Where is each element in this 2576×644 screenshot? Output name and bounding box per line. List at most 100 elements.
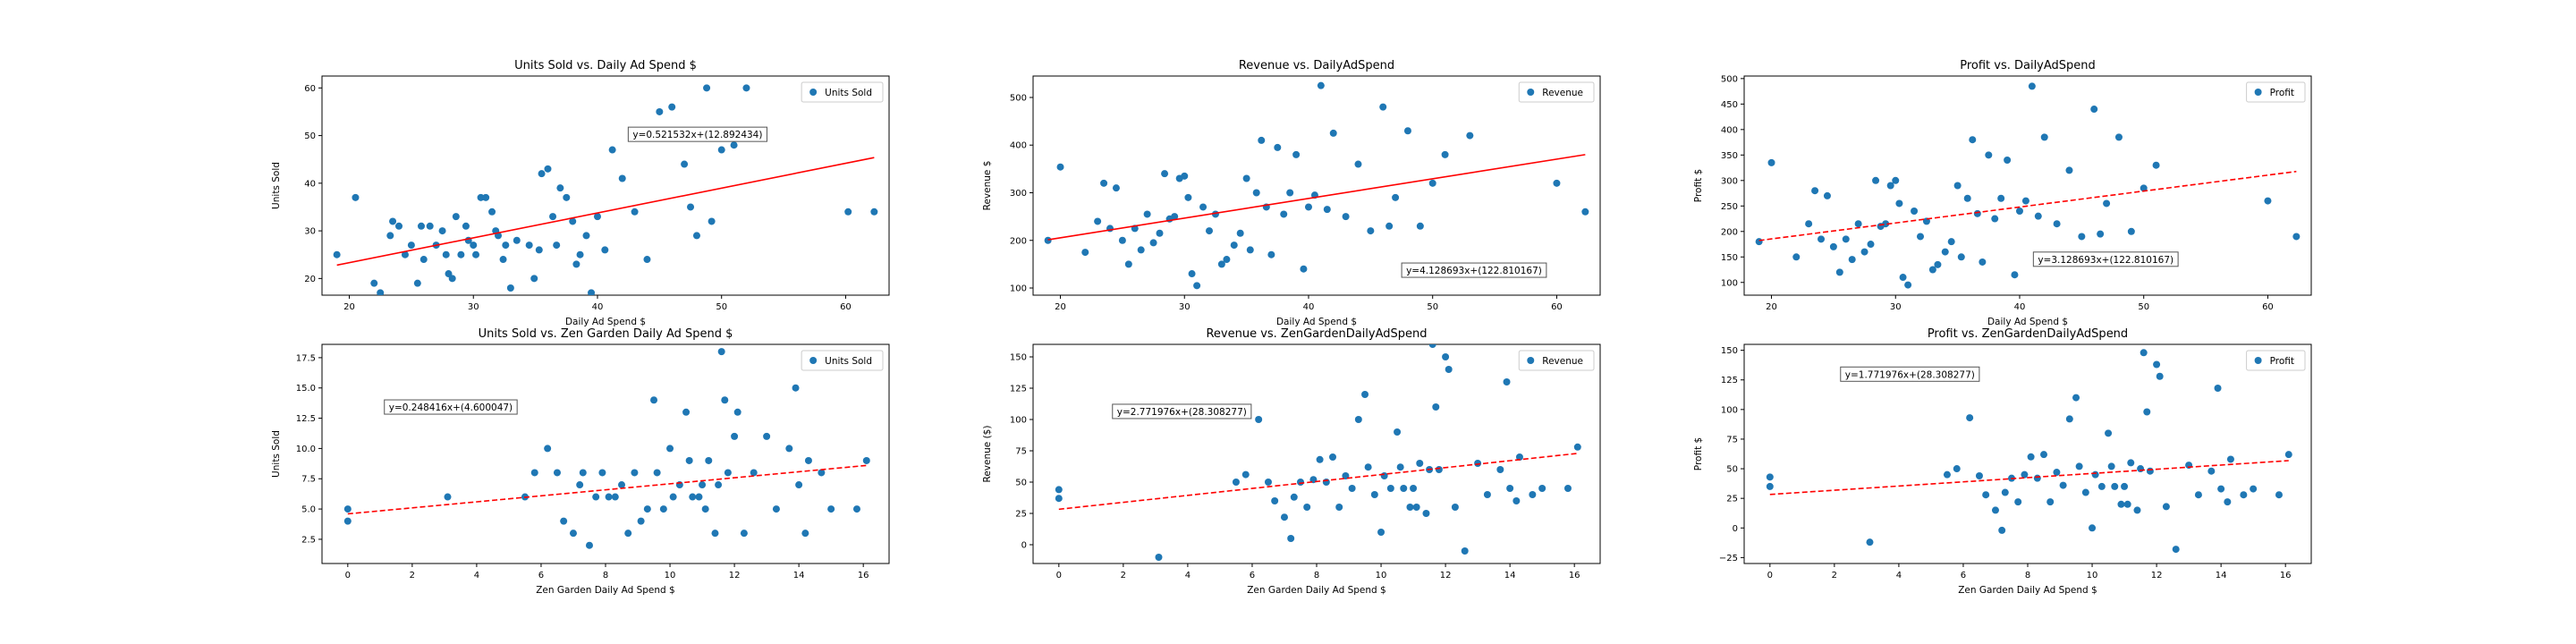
y-tick-label: 25 [1015, 510, 1027, 520]
x-tick-label: 14 [2216, 571, 2227, 580]
plot-area [1055, 344, 1581, 561]
data-point [2226, 455, 2234, 463]
data-point [1379, 103, 1387, 111]
x-tick-label: 20 [1055, 302, 1066, 312]
data-point [2091, 470, 2099, 479]
data-point [1322, 479, 1330, 486]
data-point [576, 250, 584, 258]
data-point [1872, 176, 1880, 184]
legend-box [2246, 81, 2306, 103]
equation-annotation: y=2.771976x+(28.308277) [1112, 403, 1252, 419]
data-point [1241, 470, 1250, 479]
data-point [643, 505, 651, 513]
data-point [1252, 189, 1260, 197]
data-point [1934, 260, 1942, 268]
x-axis-label: Zen Garden Daily Ad Spend $ [536, 585, 675, 596]
data-point [444, 493, 452, 501]
data-point [1513, 497, 1521, 504]
plot-area [1044, 81, 1589, 290]
x-tick-label: 16 [858, 571, 869, 580]
data-point [763, 432, 771, 440]
data-point [1979, 258, 1987, 266]
x-tick-label: 14 [793, 571, 805, 580]
data-point [1100, 179, 1108, 187]
data-point [1377, 529, 1385, 536]
data-point [685, 456, 693, 464]
data-point [705, 456, 713, 464]
x-tick-label: 2 [1121, 571, 1126, 580]
y-tick-label: 50 [304, 131, 316, 141]
legend-label: Revenue [1542, 356, 1583, 367]
data-point [1055, 495, 1063, 503]
data-point [1303, 504, 1311, 511]
y-tick-label: 40 [304, 179, 316, 189]
data-point [530, 275, 538, 283]
plot-area [1766, 349, 2292, 554]
data-point [549, 213, 557, 221]
data-point [1236, 229, 1244, 237]
data-point [1400, 485, 1408, 492]
data-point [1882, 220, 1890, 228]
data-point [2103, 199, 2111, 208]
data-point [386, 232, 394, 240]
data-point [1867, 241, 1875, 249]
data-point [1242, 174, 1250, 182]
data-point [818, 469, 826, 477]
data-point [2162, 503, 2170, 511]
data-point [1973, 209, 1981, 217]
legend: Profit [2246, 350, 2306, 371]
data-point [1515, 453, 1523, 461]
data-point [1928, 266, 1936, 274]
data-point [1255, 416, 1263, 423]
x-axis-label: Daily Ad Spend $ [1276, 317, 1357, 327]
data-point [827, 505, 835, 513]
data-point [2224, 498, 2232, 506]
data-point [569, 217, 577, 225]
data-point [569, 530, 577, 538]
data-point [1496, 466, 1504, 473]
x-tick-label: 40 [592, 302, 604, 312]
data-point [2240, 491, 2248, 499]
chart-panel-4: Units Sold vs. Zen Garden Daily Ad Spend… [271, 327, 890, 596]
data-point [343, 505, 352, 513]
y-tick-label: 400 [1721, 125, 1738, 135]
data-point [1199, 203, 1208, 211]
data-point [470, 242, 478, 250]
data-point [2111, 482, 2119, 490]
plot-area [343, 348, 870, 549]
data-point [2075, 462, 2083, 470]
data-point [482, 193, 490, 201]
y-tick-label: 7.5 [301, 475, 316, 485]
data-point [1466, 131, 1474, 140]
data-point [687, 203, 695, 211]
data-point [618, 481, 626, 489]
chart-panel-1: Units Sold vs. Daily Ad Spend $ 20 30 40 50 6… [271, 59, 890, 327]
x-tick-label: 50 [716, 302, 727, 312]
legend-label: Units Sold [825, 356, 872, 367]
data-point [772, 505, 780, 513]
y-tick-label: 0 [1733, 524, 1738, 534]
data-point [1300, 265, 1308, 273]
data-point [1985, 151, 1993, 159]
data-point [1767, 158, 1775, 166]
data-point [417, 222, 425, 230]
chart-title: Revenue vs. ZenGardenDailyAdSpend [1206, 327, 1427, 341]
data-point [1975, 472, 1983, 479]
y-tick-label: 50 [1015, 479, 1027, 488]
equation-text: y=2.771976x+(28.308277) [1117, 407, 1247, 418]
data-point [588, 289, 596, 295]
equation-box [1840, 366, 1980, 382]
data-point [1766, 473, 1774, 481]
chart-title: Profit vs. DailyAdSpend [1960, 59, 2096, 72]
data-point [2089, 524, 2097, 532]
data-point [1342, 213, 1350, 221]
data-point [1118, 236, 1126, 244]
y-tick-label: −25 [1719, 554, 1738, 564]
data-point [695, 493, 703, 501]
data-point [1112, 184, 1120, 192]
y-tick-label: 125 [1010, 385, 1027, 394]
data-point [1899, 274, 1907, 282]
legend-box [1518, 350, 1595, 371]
data-point [1854, 220, 1862, 228]
data-point [472, 250, 480, 258]
